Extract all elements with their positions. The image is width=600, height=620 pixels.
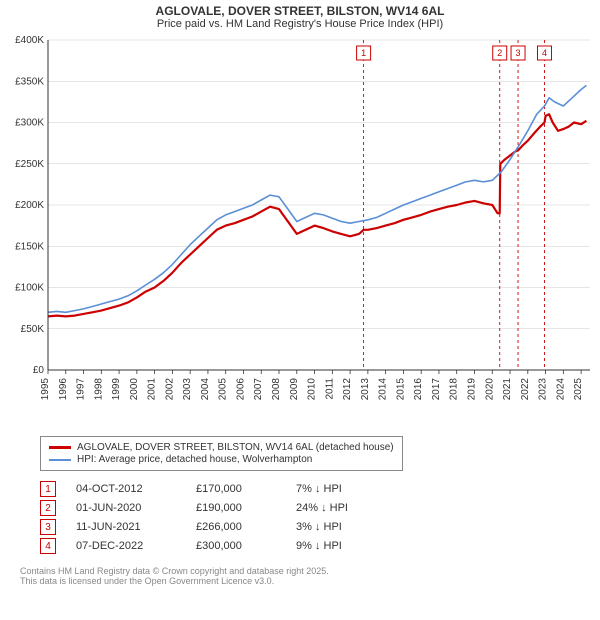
transaction-price: £300,000 (196, 540, 276, 552)
legend-label: HPI: Average price, detached house, Wolv… (77, 454, 312, 465)
svg-text:2024: 2024 (555, 378, 566, 401)
legend-swatch (49, 459, 71, 461)
line-chart-svg: £0 £50K £100K £150K £200K £250K £300K £350K £400… (0, 30, 600, 430)
svg-text:2016: 2016 (413, 378, 424, 401)
transaction-price: £266,000 (196, 521, 276, 533)
svg-text:2004: 2004 (200, 378, 211, 401)
svg-text:2012: 2012 (342, 378, 353, 401)
svg-text:2010: 2010 (307, 378, 318, 401)
chart-title-block: AGLOVALE, DOVER STREET, BILSTON, WV14 6A… (0, 0, 600, 30)
svg-text:£300K: £300K (15, 118, 44, 129)
transaction-pct: 9% ↓ HPI (296, 540, 406, 552)
svg-text:2018: 2018 (449, 378, 460, 401)
svg-text:1995: 1995 (40, 378, 51, 401)
svg-text:3: 3 (516, 48, 521, 58)
svg-text:£400K: £400K (15, 35, 44, 46)
svg-text:£100K: £100K (15, 283, 44, 294)
svg-text:2001: 2001 (147, 378, 158, 401)
svg-text:1996: 1996 (58, 378, 69, 401)
transaction-marker: 2 (40, 500, 56, 516)
title-line1: AGLOVALE, DOVER STREET, BILSTON, WV14 6A… (0, 4, 600, 18)
legend-item: HPI: Average price, detached house, Wolv… (49, 454, 394, 465)
transaction-row: 1 04-OCT-2012 £170,000 7% ↓ HPI (40, 481, 600, 497)
svg-text:£150K: £150K (15, 241, 44, 252)
svg-text:2003: 2003 (182, 378, 193, 401)
svg-text:2022: 2022 (520, 378, 531, 401)
transaction-price: £170,000 (196, 483, 276, 495)
svg-text:£50K: £50K (21, 324, 45, 335)
svg-text:2023: 2023 (538, 378, 549, 401)
svg-text:2011: 2011 (324, 378, 335, 400)
transaction-pct: 24% ↓ HPI (296, 502, 406, 514)
svg-text:1997: 1997 (76, 378, 87, 401)
svg-text:£0: £0 (33, 365, 45, 376)
svg-text:2020: 2020 (484, 378, 495, 401)
chart-legend: AGLOVALE, DOVER STREET, BILSTON, WV14 6A… (40, 436, 403, 471)
transaction-date: 01-JUN-2020 (76, 502, 176, 514)
svg-text:£200K: £200K (15, 200, 44, 211)
transaction-row: 3 11-JUN-2021 £266,000 3% ↓ HPI (40, 519, 600, 535)
transaction-price: £190,000 (196, 502, 276, 514)
svg-text:1999: 1999 (111, 378, 122, 401)
svg-text:£350K: £350K (15, 76, 44, 87)
svg-text:2008: 2008 (271, 378, 282, 401)
transactions-table: 1 04-OCT-2012 £170,000 7% ↓ HPI 2 01-JUN-2020… (40, 481, 600, 554)
svg-text:1998: 1998 (93, 378, 104, 401)
svg-text:£250K: £250K (15, 159, 44, 170)
chart-area: £0 £50K £100K £150K £200K £250K £300K £350K £400… (0, 30, 600, 430)
svg-text:2017: 2017 (431, 378, 442, 401)
transaction-row: 2 01-JUN-2020 £190,000 24% ↓ HPI (40, 500, 600, 516)
transaction-marker: 3 (40, 519, 56, 535)
transaction-date: 07-DEC-2022 (76, 540, 176, 552)
transaction-date: 11-JUN-2021 (76, 521, 176, 533)
svg-text:2013: 2013 (360, 378, 371, 401)
svg-text:1: 1 (361, 48, 366, 58)
svg-text:2005: 2005 (218, 378, 229, 401)
transaction-pct: 3% ↓ HPI (296, 521, 406, 533)
transaction-date: 04-OCT-2012 (76, 483, 176, 495)
transaction-row: 4 07-DEC-2022 £300,000 9% ↓ HPI (40, 538, 600, 554)
svg-text:2007: 2007 (253, 378, 264, 401)
svg-text:2006: 2006 (235, 378, 246, 401)
title-line2: Price paid vs. HM Land Registry's House … (0, 18, 600, 30)
footer-line1: Contains HM Land Registry data © Crown c… (20, 566, 600, 576)
svg-text:2009: 2009 (289, 378, 300, 401)
attribution-footer: Contains HM Land Registry data © Crown c… (20, 566, 600, 586)
svg-text:2014: 2014 (378, 378, 389, 401)
svg-text:2002: 2002 (164, 378, 175, 401)
svg-text:2: 2 (497, 48, 502, 58)
svg-text:2019: 2019 (466, 378, 477, 401)
svg-text:4: 4 (542, 48, 547, 58)
svg-text:2000: 2000 (129, 378, 140, 401)
footer-line2: This data is licensed under the Open Gov… (20, 576, 600, 586)
transaction-pct: 7% ↓ HPI (296, 483, 406, 495)
svg-text:2021: 2021 (502, 378, 513, 401)
transaction-marker: 1 (40, 481, 56, 497)
svg-text:2025: 2025 (573, 378, 584, 401)
transaction-marker: 4 (40, 538, 56, 554)
legend-label: AGLOVALE, DOVER STREET, BILSTON, WV14 6A… (77, 442, 394, 453)
legend-swatch (49, 446, 71, 449)
svg-text:2015: 2015 (395, 378, 406, 401)
legend-item: AGLOVALE, DOVER STREET, BILSTON, WV14 6A… (49, 442, 394, 453)
